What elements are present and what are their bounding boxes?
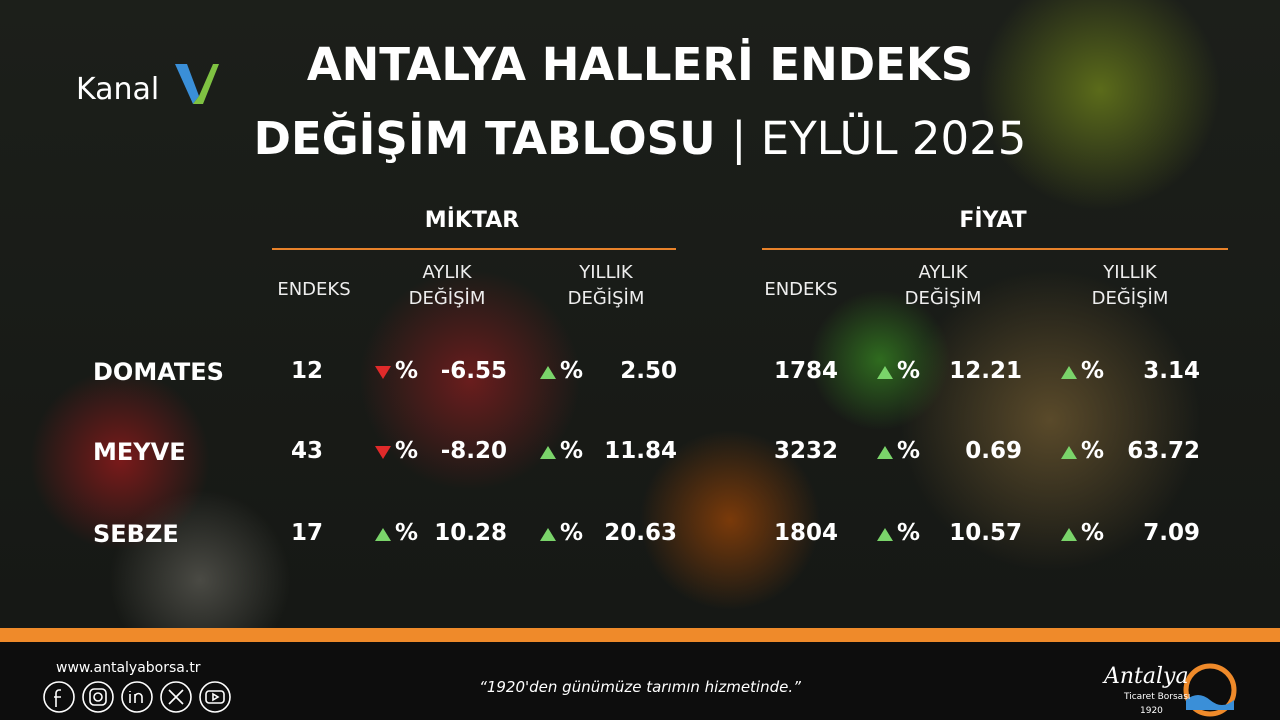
title-line1: ANTALYA HALLERİ ENDEKS: [306, 38, 974, 91]
logo-mark: [175, 64, 219, 104]
group-header: MİKTAR: [424, 208, 520, 233]
row-name: DOMATES: [93, 358, 224, 386]
brand-name: Antalya: [1104, 664, 1189, 689]
row-name: MEYVE: [93, 438, 186, 466]
change-value: 11.84: [604, 438, 677, 464]
change-value: -8.20: [440, 438, 507, 464]
arrow-down: [375, 366, 391, 379]
column-header: AYLIK: [422, 262, 472, 283]
column-header: DEĞİŞİM: [567, 288, 645, 309]
footer: [0, 642, 1280, 720]
percent-sign: %: [395, 438, 419, 464]
change-value: 12.21: [949, 358, 1022, 384]
column-header: DEĞİŞİM: [1091, 288, 1169, 309]
arrow-up: [375, 528, 391, 541]
slogan: “1920'den günümüze tarımın hizmetinde.”: [479, 678, 801, 696]
index-value: 3232: [773, 438, 838, 464]
column-header: YILLIK: [579, 262, 633, 283]
percent-sign: %: [395, 358, 419, 384]
index-value: 1784: [773, 358, 838, 384]
logo-text: Kanal: [76, 72, 160, 107]
arrow-up: [540, 366, 556, 379]
percent-sign: %: [897, 358, 921, 384]
brand-year: 1920: [1140, 706, 1163, 716]
arrow-up: [1061, 446, 1077, 459]
change-value: -6.55: [440, 358, 507, 384]
arrow-up: [540, 528, 556, 541]
brand-mark: [1183, 663, 1237, 717]
change-value: 63.72: [1127, 438, 1200, 464]
change-value: 3.14: [1143, 358, 1200, 384]
column-header: ENDEKS: [764, 279, 838, 300]
percent-sign: %: [560, 520, 584, 546]
percent-sign: %: [897, 438, 921, 464]
brand-sub: Ticaret Borsası: [1124, 692, 1191, 702]
social-icons: [43, 681, 231, 713]
percent-sign: %: [1081, 358, 1105, 384]
arrow-up: [877, 366, 893, 379]
percent-sign: %: [1081, 438, 1105, 464]
arrow-up: [540, 446, 556, 459]
percent-sign: %: [560, 438, 584, 464]
column-header: ENDEKS: [277, 279, 351, 300]
arrow-up: [1061, 528, 1077, 541]
group-rule: [272, 248, 676, 250]
arrow-up: [877, 528, 893, 541]
title-line2: DEĞİŞİM TABLOSU | EYLÜL 2025: [0, 112, 1280, 165]
change-value: 0.69: [965, 438, 1022, 464]
change-value: 10.57: [949, 520, 1022, 546]
website: www.antalyaborsa.tr: [56, 660, 201, 676]
change-value: 20.63: [604, 520, 677, 546]
column-header: DEĞİŞİM: [408, 288, 486, 309]
percent-sign: %: [1081, 520, 1105, 546]
change-value: 10.28: [434, 520, 507, 546]
index-value: 17: [290, 520, 323, 546]
title-main: DEĞİŞİM TABLOSU: [253, 112, 716, 165]
group-rule: [762, 248, 1228, 250]
column-header: DEĞİŞİM: [904, 288, 982, 309]
change-value: 7.09: [1143, 520, 1200, 546]
index-value: 1804: [773, 520, 838, 546]
arrow-down: [375, 446, 391, 459]
arrow-up: [1061, 366, 1077, 379]
index-value: 12: [290, 358, 323, 384]
arrow-up: [877, 446, 893, 459]
column-header: AYLIK: [918, 262, 968, 283]
percent-sign: %: [395, 520, 419, 546]
index-value: 43: [290, 438, 323, 464]
percent-sign: %: [560, 358, 584, 384]
footer-band: [0, 628, 1280, 642]
row-name: SEBZE: [93, 520, 179, 548]
change-value: 2.50: [620, 358, 677, 384]
column-header: YILLIK: [1103, 262, 1157, 283]
percent-sign: %: [897, 520, 921, 546]
title-period: | EYLÜL 2025: [731, 112, 1027, 165]
group-header: FİYAT: [959, 208, 1027, 233]
